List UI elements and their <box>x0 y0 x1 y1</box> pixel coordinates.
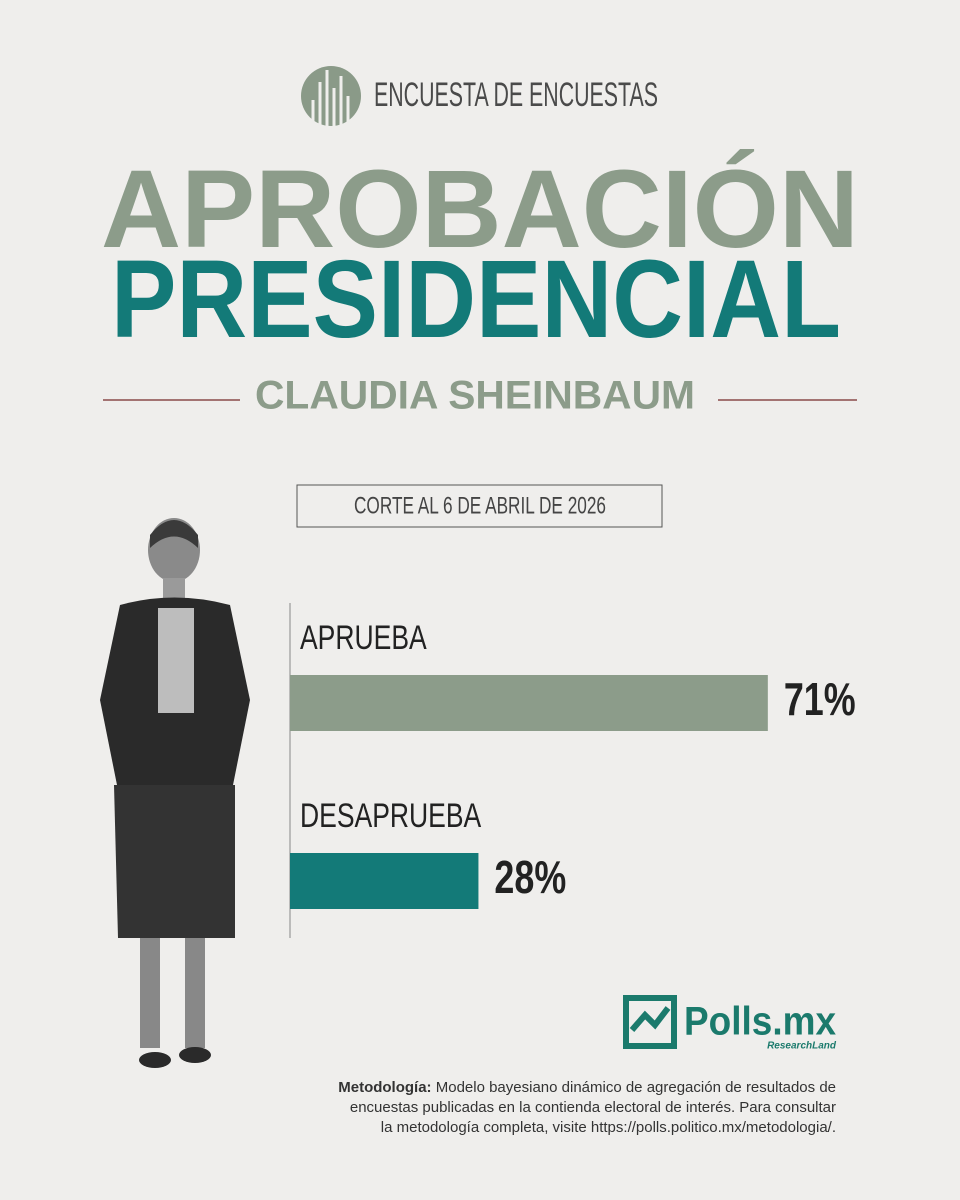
category-label: DESAPRUEBA <box>300 797 482 835</box>
method-label: Metodología: <box>338 1079 431 1096</box>
brand: ENCUESTA DE ENCUESTAS <box>374 76 658 114</box>
bar <box>290 853 479 909</box>
bar <box>290 675 768 731</box>
method-line: Modelo bayesiano dinámico de agregación … <box>432 1079 836 1096</box>
logo: Polls.mx <box>684 1000 836 1044</box>
title: APROBACIÓN <box>101 148 859 271</box>
portrait <box>100 518 250 1068</box>
polls-logo-icon <box>623 995 677 1049</box>
logo-sub: ResearchLand <box>767 1041 837 1052</box>
value-label: 28% <box>494 852 566 903</box>
brand-icon <box>301 66 361 126</box>
method-line: la metodología completa, visite https://… <box>381 1119 836 1136</box>
method-line: encuestas publicadas en la contienda ele… <box>350 1099 836 1116</box>
subtitle: CLAUDIA SHEINBAUM <box>255 374 695 418</box>
title: PRESIDENCIAL <box>111 238 841 361</box>
category-label: APRUEBA <box>300 619 427 657</box>
value-label: 71% <box>784 674 856 725</box>
methodology: Metodología: Modelo bayesiano dinámico d… <box>338 1079 836 1096</box>
date: CORTE AL 6 DE ABRIL DE 2026 <box>354 492 606 519</box>
date-box <box>296 484 663 528</box>
